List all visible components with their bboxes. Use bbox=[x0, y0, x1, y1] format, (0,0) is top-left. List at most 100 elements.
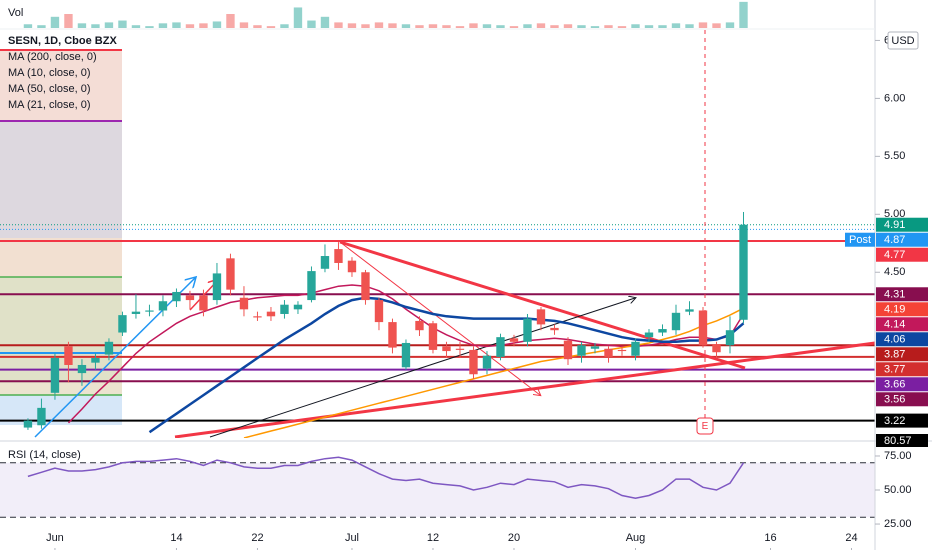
candle-body bbox=[334, 249, 343, 263]
candle-body bbox=[523, 318, 532, 342]
candle-body bbox=[253, 316, 262, 318]
volume-bar bbox=[226, 14, 235, 28]
volume-bar bbox=[131, 25, 141, 28]
moving-average bbox=[148, 296, 745, 434]
drawings bbox=[34, 30, 875, 438]
volume-bar bbox=[104, 22, 114, 28]
candle-body bbox=[361, 272, 370, 301]
rsi-title: RSI (14, close) bbox=[8, 449, 81, 461]
volume-bar bbox=[388, 23, 397, 28]
candle-body bbox=[415, 320, 424, 331]
zone bbox=[0, 238, 122, 277]
price-tag-label: 3.66 bbox=[884, 379, 905, 391]
volume-bar bbox=[199, 23, 208, 28]
volume-bar bbox=[577, 25, 586, 28]
volume-bar bbox=[739, 1, 748, 28]
volume-bar bbox=[685, 24, 694, 28]
x-tick-label: 14 bbox=[170, 532, 182, 544]
candle-body bbox=[320, 256, 330, 269]
candle-body bbox=[671, 312, 681, 331]
volume-bar bbox=[658, 25, 667, 28]
candle-body bbox=[158, 301, 168, 311]
candle-body bbox=[563, 340, 573, 360]
candle-body bbox=[469, 349, 478, 375]
y-tick-label: 6.00 bbox=[884, 92, 905, 104]
volume-bar bbox=[536, 23, 546, 28]
volume-bar bbox=[671, 23, 681, 28]
candle-body bbox=[77, 364, 87, 374]
volume-bar bbox=[91, 24, 100, 28]
volume-bar bbox=[293, 7, 303, 28]
volume-bar bbox=[698, 22, 708, 28]
candle-body bbox=[739, 224, 748, 320]
earnings-box[interactable] bbox=[696, 417, 714, 435]
volume-bar bbox=[415, 25, 424, 28]
volume-bar bbox=[334, 22, 343, 28]
candle-body bbox=[536, 309, 546, 325]
session-tag-label: Post bbox=[849, 234, 871, 246]
candle-body bbox=[442, 346, 451, 352]
volume-title: Vol bbox=[8, 7, 23, 19]
candle-body bbox=[307, 271, 316, 301]
currency-frame[interactable] bbox=[887, 31, 919, 50]
legend-entry: MA (200, close, 0) bbox=[8, 51, 97, 63]
currency[interactable]: USD bbox=[891, 35, 914, 47]
rsi-tick-label: 75.00 bbox=[884, 450, 912, 462]
volume-bar bbox=[23, 24, 33, 28]
volume-bar bbox=[307, 20, 316, 28]
volume-bar bbox=[523, 24, 532, 28]
price-tag bbox=[876, 332, 928, 347]
candle-body bbox=[347, 260, 357, 273]
candle-body bbox=[37, 407, 46, 426]
candle-body bbox=[293, 304, 303, 310]
candle-body bbox=[104, 341, 114, 355]
volume-bar bbox=[280, 24, 289, 28]
volume-bar bbox=[712, 23, 721, 28]
price-tag bbox=[876, 392, 928, 407]
trend-arrow bbox=[209, 298, 635, 438]
moving-average bbox=[243, 307, 744, 438]
candle-body bbox=[185, 295, 195, 301]
volume-bar bbox=[118, 20, 127, 28]
currency-box[interactable]: USD bbox=[887, 31, 919, 50]
volume-bar bbox=[145, 26, 154, 28]
price-tag-label: 4.91 bbox=[884, 219, 905, 231]
candle-body bbox=[199, 295, 208, 311]
candle-body bbox=[712, 344, 721, 353]
price-tag bbox=[876, 362, 928, 377]
candle-body bbox=[64, 346, 73, 365]
price-tag-label: 3.77 bbox=[884, 364, 905, 376]
zone bbox=[0, 383, 122, 395]
price-tag bbox=[876, 217, 928, 232]
volume-bar bbox=[644, 25, 654, 28]
symbol-title[interactable]: SESN, 1D, Cboe BZX bbox=[8, 35, 117, 47]
candle-body bbox=[280, 304, 289, 314]
price-tag-label: 3.22 bbox=[884, 415, 905, 427]
candle-body bbox=[482, 355, 492, 369]
price-labels: 4.91 4.87 Post 4.77 4.31 4.19 4.14 4.06 3.87 3.77… bbox=[845, 217, 928, 447]
rsi-tag bbox=[876, 434, 928, 447]
legend-entry: MA (10, close, 0) bbox=[8, 67, 91, 79]
candle-body bbox=[590, 346, 600, 349]
volume-bar bbox=[158, 23, 168, 28]
volume-bar bbox=[77, 23, 87, 28]
x-tick-label: 16 bbox=[764, 532, 776, 544]
candle-body bbox=[374, 300, 384, 323]
y-tick-label: 5.00 bbox=[884, 208, 905, 220]
volume-bar bbox=[374, 22, 384, 28]
x-tick-label: 22 bbox=[251, 532, 263, 544]
candle-body bbox=[509, 338, 519, 342]
volume-bar bbox=[482, 24, 492, 28]
rsi-tick-label: 50.00 bbox=[884, 484, 912, 496]
trend-line bbox=[174, 341, 875, 438]
volume-bar bbox=[455, 26, 465, 28]
legend-entry: MA (21, close, 0) bbox=[8, 99, 91, 111]
volume-bar bbox=[361, 24, 370, 28]
zone bbox=[0, 121, 122, 238]
candle-body bbox=[428, 323, 438, 350]
legend-entry: MA (50, close, 0) bbox=[8, 83, 91, 95]
volume-bar bbox=[50, 16, 60, 28]
trend-line bbox=[339, 240, 746, 370]
volume-bar bbox=[469, 23, 478, 28]
candle-body bbox=[725, 330, 735, 346]
